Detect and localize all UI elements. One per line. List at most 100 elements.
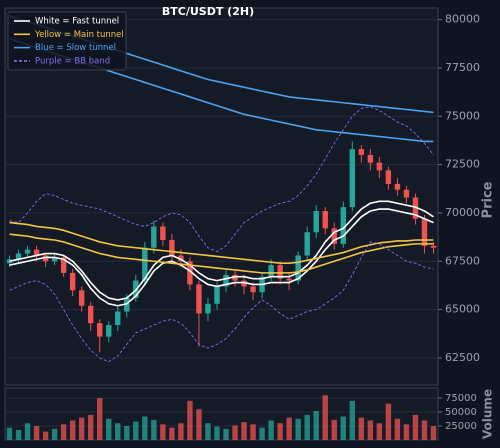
candle-body: [78, 290, 85, 306]
y-axis-label: Price: [481, 181, 496, 218]
indicator-line: [9, 208, 434, 307]
candle-body: [430, 245, 437, 248]
volume-bar: [358, 417, 365, 440]
legend-label: Blue = Slow tunnel: [35, 43, 116, 53]
candle-body: [367, 154, 374, 163]
volume-bar: [376, 423, 383, 440]
volume-bar: [286, 417, 292, 440]
volume-bar: [151, 419, 157, 440]
volume-bar: [69, 420, 76, 440]
volume-bar: [259, 427, 265, 440]
candle-body: [349, 149, 356, 208]
indicator-line: [9, 200, 434, 301]
volume-bar: [178, 423, 184, 440]
volume-bar: [340, 416, 346, 440]
candle-body: [142, 247, 148, 281]
volume-bar: [142, 416, 148, 440]
legend-label: Yellow = Main tunnel: [34, 30, 124, 40]
candle-body: [106, 325, 112, 337]
volume-bar: [196, 409, 202, 440]
volume-bar: [277, 423, 283, 440]
volume-bar: [42, 431, 49, 440]
candle-body: [124, 298, 130, 312]
candle-body: [331, 228, 337, 244]
volume-bar: [268, 420, 274, 440]
candle-body: [33, 249, 40, 256]
volume-bar: [322, 395, 328, 440]
candle-body: [340, 207, 346, 244]
volume-bar: [33, 426, 40, 440]
y-tick-label: 75000: [445, 109, 480, 122]
legend-label: Purple = BB band: [35, 56, 110, 66]
candle-body: [277, 265, 283, 279]
volume-bar: [349, 400, 356, 440]
candle-body: [69, 272, 76, 291]
indicator-line: [9, 221, 434, 265]
volume-bar: [60, 424, 67, 440]
y-tick-label: 50000: [445, 407, 477, 418]
candle-body: [385, 170, 392, 184]
candle-body: [42, 255, 49, 262]
volume-bar: [133, 421, 139, 440]
y-tick-label: 80000: [445, 13, 480, 26]
volume-bar: [106, 418, 112, 440]
candle-body: [115, 311, 121, 326]
candle-body: [223, 274, 229, 287]
candle-body: [268, 265, 274, 277]
indicator-line: [9, 233, 434, 274]
volume-bar: [331, 419, 337, 440]
candle-body: [160, 226, 166, 240]
volume-bar: [403, 424, 410, 440]
volume-bar: [385, 403, 392, 440]
volume-bar: [187, 400, 193, 440]
candle-body: [151, 226, 157, 248]
indicator-line: [9, 241, 434, 363]
volume-bar: [421, 420, 428, 440]
candle-body: [403, 189, 410, 198]
volume-bar: [169, 427, 175, 440]
candle-body: [178, 255, 184, 262]
price-panel: [4, 7, 439, 386]
candle-body: [205, 303, 211, 314]
volume-bar: [115, 423, 121, 440]
volume-bar: [295, 418, 301, 440]
volume-bar: [241, 422, 247, 440]
candle-body: [15, 253, 22, 260]
legend-box: [7, 11, 127, 71]
y-tick-label: 70000: [445, 206, 480, 219]
volume-panel: [4, 387, 439, 441]
candle-body: [214, 286, 220, 304]
indicator-line: [9, 106, 434, 253]
y-tick-label: 65000: [445, 303, 480, 316]
y-axis-label: Volume: [481, 389, 495, 439]
candle-body: [87, 305, 94, 324]
volume-bar: [15, 429, 22, 440]
volume-bar: [304, 414, 310, 440]
volume-bar: [160, 424, 166, 440]
volume-bar: [87, 414, 94, 440]
volume-bar: [214, 426, 220, 440]
candle-body: [51, 257, 58, 262]
y-tick-label: 75000: [445, 393, 477, 404]
candle-body: [97, 323, 103, 337]
volume-bar: [394, 418, 401, 440]
volume-bar: [430, 426, 437, 440]
candle-body: [358, 149, 365, 155]
chart-title: BTC/USDT (2H): [162, 5, 254, 18]
candle-body: [169, 240, 175, 256]
volume-bar: [367, 420, 374, 440]
candle-body: [196, 284, 202, 314]
volume-bar: [124, 426, 130, 440]
volume-bar: [97, 398, 103, 440]
candle-body: [250, 286, 256, 293]
candle-body: [394, 183, 401, 190]
y-tick-label: 67500: [445, 254, 480, 267]
candle-body: [376, 162, 383, 171]
candle-body: [286, 278, 292, 281]
volume-bar: [250, 424, 256, 440]
y-tick-label: 72500: [445, 158, 480, 171]
candle-body: [241, 280, 247, 287]
volume-bar: [24, 423, 31, 440]
y-tick-label: 77500: [445, 61, 480, 74]
volume-bar: [78, 417, 85, 440]
